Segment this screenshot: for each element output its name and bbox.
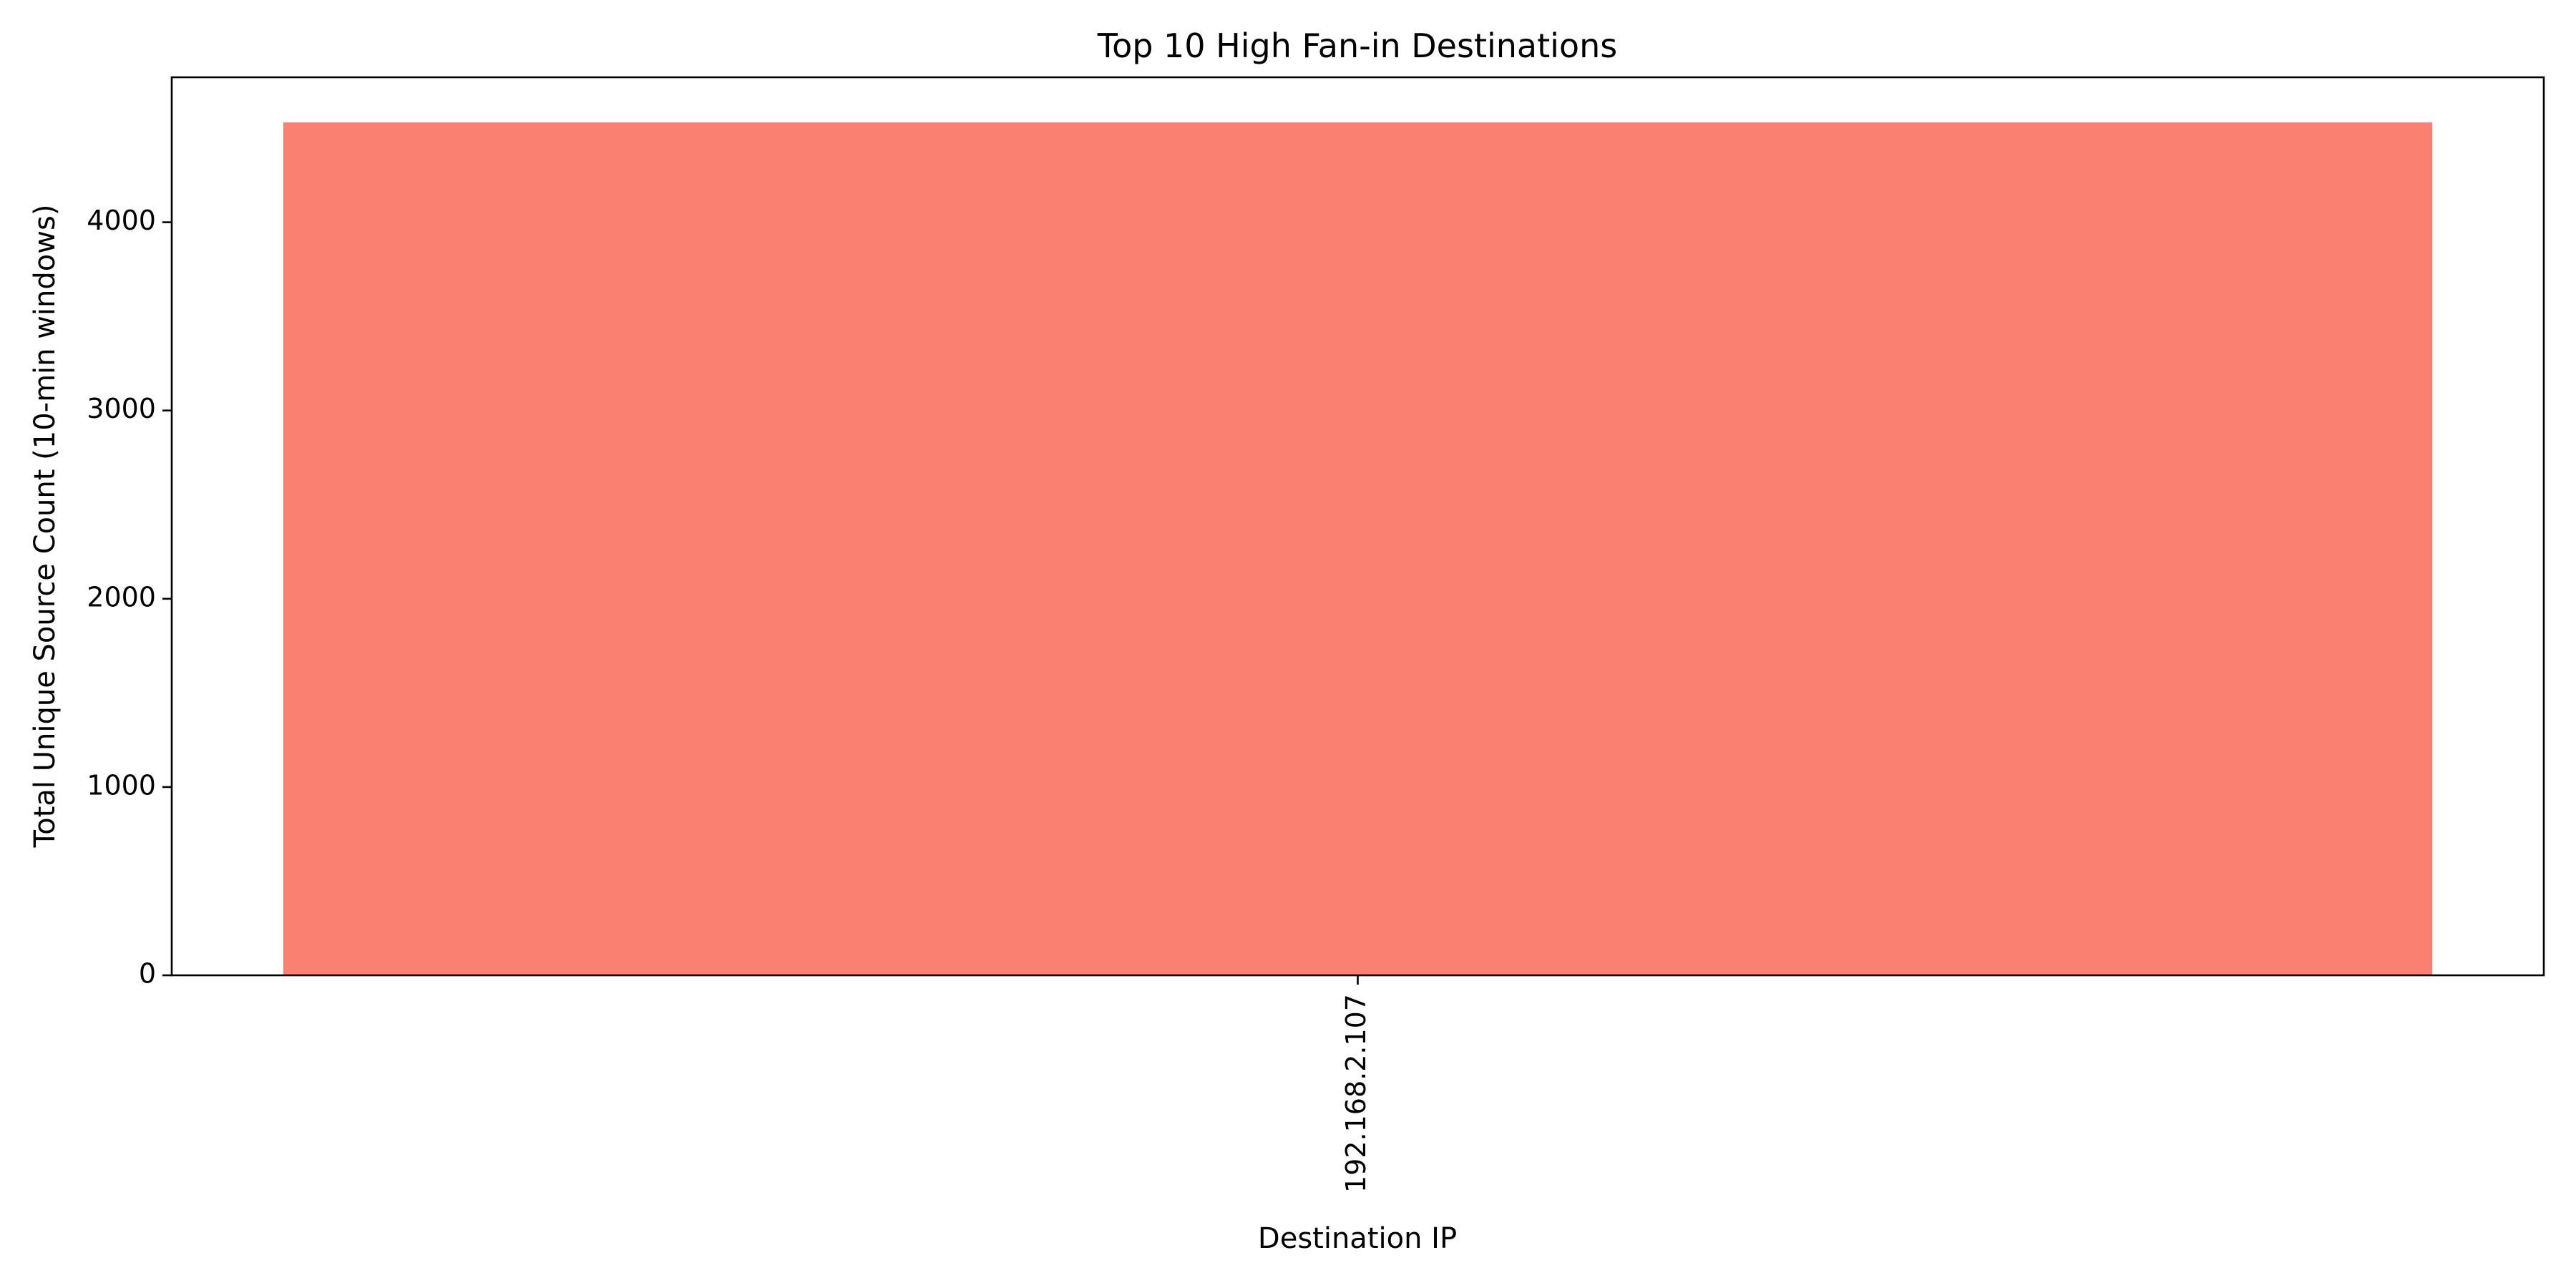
- x-axis: 192.168.2.107: [1340, 975, 1372, 1193]
- y-axis: 0 1000 2000 3000 4000: [87, 205, 172, 990]
- y-tick-label: 3000: [87, 393, 156, 424]
- y-tick-label: 2000: [87, 581, 156, 613]
- y-axis-label: Total Unique Source Count (10-min window…: [29, 205, 62, 849]
- plot-frame: [170, 76, 2545, 977]
- y-tick-label: 1000: [87, 769, 156, 801]
- x-axis-label: Destination IP: [1258, 1222, 1457, 1255]
- x-tick-label: 192.168.2.107: [1340, 994, 1372, 1193]
- bars-layer: [283, 122, 2433, 975]
- bar-0: [283, 122, 2433, 975]
- y-tick-label: 4000: [87, 205, 156, 236]
- chart-title: Top 10 High Fan-in Destinations: [1097, 26, 1617, 65]
- y-tick-label: 0: [139, 958, 156, 990]
